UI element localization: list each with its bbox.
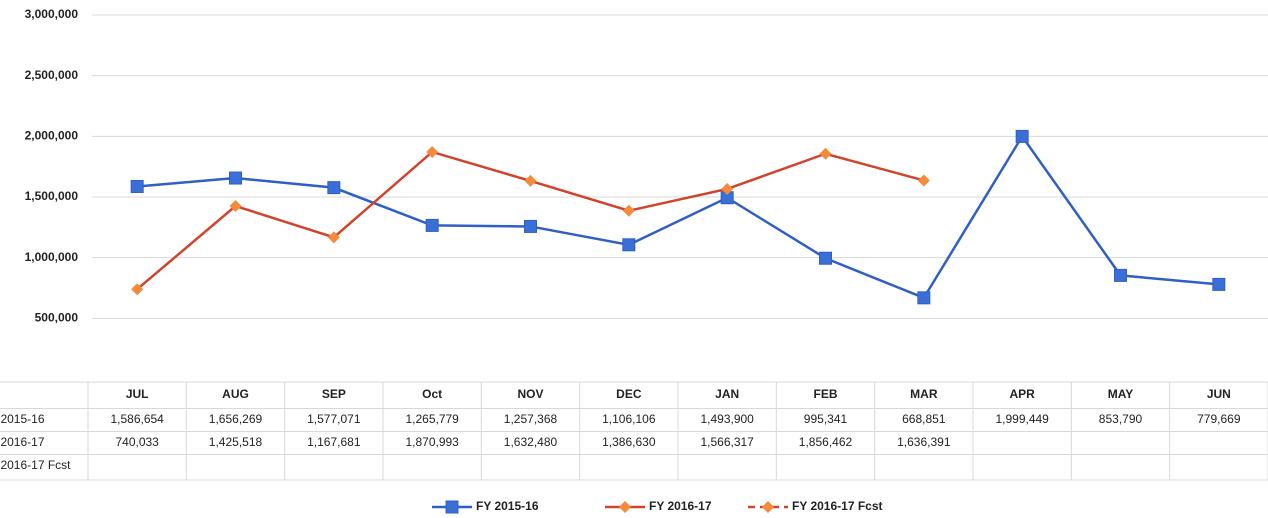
marker [819, 251, 832, 265]
x-tick-label: JUN [1207, 387, 1231, 401]
table-cell: 740,033 [115, 435, 159, 449]
series-line [137, 134, 1219, 300]
table-cell: 1,856,462 [799, 435, 853, 449]
marker [622, 238, 636, 252]
table-cell: 1,636,391 [897, 435, 951, 449]
marker [426, 145, 439, 158]
marker [229, 171, 242, 185]
y-tick-label: 3,000,000 [25, 7, 79, 21]
x-tick-label: MAR [910, 387, 938, 401]
legend-label: FY 2016-17 Fcst [792, 499, 883, 513]
x-tick-label: FEB [814, 387, 838, 401]
legend-label: FY 2016-17 [649, 499, 712, 513]
table-cell: 1,870,993 [405, 435, 459, 449]
legend-label: FY 2015-16 [476, 499, 539, 513]
table-cell: 1,106,106 [602, 412, 656, 426]
marker [1015, 129, 1029, 143]
marker [524, 219, 537, 233]
table-cell: 1,493,900 [700, 412, 754, 426]
legend-marker [619, 501, 631, 513]
row-label: FY 2016-17 Fcst [0, 458, 71, 472]
table-cell: 1,425,518 [209, 435, 263, 449]
marker [229, 200, 242, 213]
y-tick-label: 1,000,000 [25, 250, 79, 264]
marker [622, 204, 635, 217]
table-cell: 1,586,654 [110, 412, 164, 426]
marker [917, 174, 930, 187]
x-tick-label: SEP [322, 387, 346, 401]
marker [721, 182, 734, 195]
y-tick-label: 2,000,000 [25, 129, 79, 143]
table-cell: 1,167,681 [307, 435, 361, 449]
legend-marker [762, 501, 774, 513]
table-cell: 1,566,317 [700, 435, 754, 449]
table-cell: 1,265,779 [405, 412, 459, 426]
table-cell: 1,656,269 [209, 412, 263, 426]
marker [819, 147, 832, 160]
legend-marker [445, 500, 459, 514]
x-tick-label: AUG [222, 387, 249, 401]
marker [524, 174, 537, 187]
table-cell: 1,386,630 [602, 435, 656, 449]
table-cell: 1,632,480 [504, 435, 558, 449]
marker [131, 283, 144, 296]
table-cell: 995,341 [804, 412, 848, 426]
marker [1114, 268, 1127, 282]
table-cell: 1,257,368 [504, 412, 558, 426]
marker [1212, 277, 1226, 291]
x-tick-label: APR [1009, 387, 1035, 401]
marker [917, 291, 931, 305]
table-cell: 779,669 [1197, 412, 1241, 426]
marker [327, 181, 341, 195]
x-tick-label: MAY [1108, 387, 1134, 401]
y-tick-label: 2,500,000 [25, 68, 79, 82]
x-tick-label: Oct [422, 387, 442, 401]
x-tick-label: JAN [715, 387, 739, 401]
x-tick-label: NOV [517, 387, 543, 401]
row-label: FY 2016-17 [0, 435, 45, 449]
marker [425, 218, 439, 232]
x-tick-label: DEC [616, 387, 642, 401]
y-tick-label: 500,000 [35, 311, 79, 325]
x-tick-label: JUL [126, 387, 149, 401]
table-cell: 1,999,449 [995, 412, 1049, 426]
marker [130, 179, 144, 193]
table-cell: 853,790 [1099, 412, 1143, 426]
row-label: FY 2015-16 [0, 412, 45, 426]
y-tick-label: 1,500,000 [25, 189, 79, 203]
table-cell: 668,851 [902, 412, 946, 426]
marker [327, 231, 340, 244]
table-cell: 1,577,071 [307, 412, 361, 426]
